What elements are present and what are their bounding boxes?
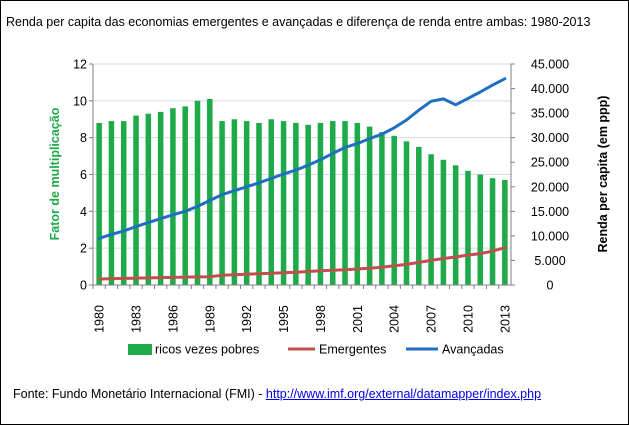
bar — [354, 122, 361, 285]
y-right-axis-title: Renda per capita (em ppp) — [596, 96, 610, 253]
y-left-tick-label: 12 — [73, 58, 87, 72]
y-left-tick-label: 8 — [80, 131, 87, 145]
y-right-tick-label: 15.000 — [531, 205, 569, 219]
bar-series — [96, 98, 508, 286]
bar — [133, 115, 139, 285]
y-right-tick-label: 5.000 — [534, 254, 565, 268]
bar — [207, 98, 213, 285]
bar — [280, 121, 287, 285]
bar — [489, 178, 496, 285]
x-tick-label: 1989 — [203, 305, 217, 333]
series-line-emergentes — [97, 246, 507, 281]
legend-label-emergentes: Emergentes — [319, 343, 386, 357]
bar — [428, 154, 434, 285]
y-right-tick-label: 0 — [547, 279, 554, 293]
bar — [157, 111, 164, 285]
x-tick-label: 1998 — [314, 305, 328, 333]
y-right-tick-label: 20.000 — [531, 180, 569, 194]
y-right-tick-label: 25.000 — [531, 156, 569, 170]
bar — [379, 132, 385, 285]
bar — [170, 108, 176, 285]
bar — [366, 126, 373, 285]
x-tick-label: 2013 — [498, 305, 512, 333]
source-prefix: Fonte: Fundo Monetário Internacional (FM… — [13, 387, 266, 401]
y-left-tick-label: 6 — [80, 168, 87, 182]
bar — [182, 106, 188, 285]
y-left-axis-title: Fator de multiplicação — [48, 107, 62, 240]
bar — [452, 165, 459, 285]
y-left-tick-label: 4 — [80, 205, 87, 219]
x-tick-label: 1983 — [130, 305, 144, 333]
y-right-tick-label: 40.000 — [531, 82, 569, 96]
bar — [416, 146, 422, 285]
x-tick-label: 1992 — [240, 305, 254, 333]
y-right-tick-label: 45.000 — [531, 58, 569, 72]
source-link[interactable]: http://www.imf.org/external/datamapper/i… — [265, 387, 542, 401]
bar — [477, 174, 484, 285]
series-line-avan-adas — [97, 77, 507, 240]
y-left-tick-label: 10 — [73, 94, 87, 108]
x-tick-label: 1986 — [166, 305, 180, 333]
chart-title: Renda per capita das economias emergente… — [6, 15, 591, 29]
legend-label-bar: ricos vezes pobres — [155, 343, 259, 357]
x-tick-label: 1980 — [93, 305, 107, 333]
bar — [243, 121, 250, 285]
bar — [145, 113, 152, 285]
x-tick-label: 2001 — [351, 305, 365, 333]
bar — [96, 122, 102, 285]
legend-swatch-bar — [128, 344, 152, 355]
bar — [108, 121, 115, 285]
axes: 0 2 4 6 8 10 12 0 5.000 10.000 15.000 20.000 25.000 3… — [48, 58, 610, 333]
legend-label-avancadas: Avançadas — [442, 343, 504, 357]
x-tick-label: 2004 — [388, 305, 402, 333]
bar — [317, 122, 324, 285]
legend: ricos vezes pobres Emergentes Avançadas — [128, 343, 504, 357]
bar — [268, 119, 275, 285]
bar — [391, 135, 397, 285]
source-line: Fonte: Fundo Monetário Internacional (FM… — [13, 387, 541, 401]
bar — [465, 170, 471, 285]
bar — [342, 121, 348, 285]
y-left-tick-label: 2 — [80, 242, 87, 256]
y-right-tick-label: 10.000 — [531, 229, 569, 243]
bar — [256, 122, 262, 285]
bar — [293, 122, 299, 285]
bar — [403, 141, 410, 285]
y-right-tick-label: 35.000 — [531, 107, 569, 121]
y-left-tick-label: 0 — [80, 279, 87, 293]
y-right-tick-label: 30.000 — [531, 131, 569, 145]
x-tick-label: 2007 — [425, 305, 439, 333]
bar — [194, 100, 201, 285]
line-series — [97, 77, 507, 281]
x-tick-label: 1995 — [277, 305, 291, 333]
bar — [231, 119, 238, 285]
bar — [120, 121, 127, 285]
x-tick-label: 2010 — [461, 305, 475, 333]
bar — [440, 159, 447, 285]
gridlines — [93, 63, 511, 286]
bar — [502, 180, 508, 285]
bar — [305, 124, 311, 286]
bar — [329, 121, 336, 285]
bar — [219, 121, 225, 285]
